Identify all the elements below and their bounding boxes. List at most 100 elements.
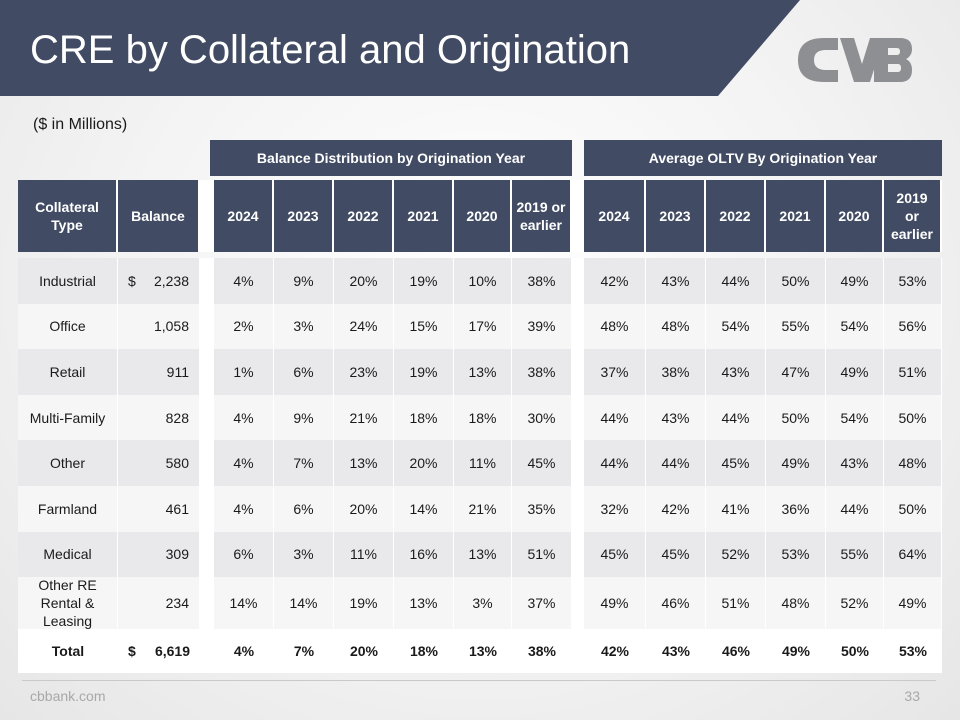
- oltv-cell: 48%: [584, 303, 646, 350]
- column-header-oltv-year: 2024: [584, 180, 646, 252]
- currency-symbol: $: [128, 272, 136, 289]
- balance-value: 234: [165, 595, 189, 612]
- distribution-cell: 7%: [274, 629, 334, 674]
- balance-value: 580: [165, 455, 189, 472]
- distribution-cell: 9%: [274, 394, 334, 441]
- page-number: 33: [904, 688, 920, 704]
- column-header-oltv-year: 2023: [646, 180, 706, 252]
- column-header-balance: Balance: [118, 180, 200, 252]
- distribution-cell: 14%: [394, 486, 454, 532]
- oltv-cell: 53%: [884, 258, 942, 304]
- oltv-cell: 37%: [584, 349, 646, 395]
- oltv-cell: 42%: [584, 629, 646, 674]
- column-gap: [200, 303, 214, 350]
- cvb-logo: [798, 38, 912, 82]
- oltv-cell: 50%: [766, 394, 826, 441]
- title-banner: [0, 0, 800, 96]
- oltv-cell: 49%: [584, 577, 646, 630]
- distribution-cell: 13%: [454, 349, 512, 395]
- distribution-cell: 4%: [214, 440, 274, 486]
- column-header-dist-year: 2023: [274, 180, 334, 252]
- oltv-cell: 52%: [826, 577, 884, 630]
- oltv-cell: 50%: [826, 629, 884, 674]
- distribution-cell: 20%: [334, 486, 394, 532]
- cre-table: Collateral Type Balance 2024 2023 2022 2021 20…: [18, 180, 942, 674]
- distribution-cell: 24%: [334, 303, 394, 350]
- oltv-cell: 45%: [584, 531, 646, 578]
- balance-value: 1,058: [153, 318, 189, 335]
- column-gap: [572, 486, 584, 532]
- distribution-cell: 38%: [512, 349, 572, 395]
- balance-cell: 234: [118, 577, 200, 630]
- column-header-dist-year: 2024: [214, 180, 274, 252]
- oltv-cell: 44%: [584, 394, 646, 441]
- oltv-cell: 42%: [584, 258, 646, 304]
- distribution-cell: 6%: [274, 486, 334, 532]
- oltv-cell: 44%: [646, 440, 706, 486]
- distribution-cell: 15%: [394, 303, 454, 350]
- distribution-cell: 18%: [394, 394, 454, 441]
- balance-cell: $6,619: [118, 629, 200, 674]
- column-header-dist-year: 2019 or earlier: [512, 180, 572, 252]
- distribution-cell: 3%: [274, 531, 334, 578]
- oltv-cell: 64%: [884, 531, 942, 578]
- distribution-cell: 20%: [394, 440, 454, 486]
- oltv-cell: 54%: [826, 394, 884, 441]
- column-gap: [200, 349, 214, 395]
- collateral-type-cell: Medical: [18, 531, 118, 578]
- column-gap: [200, 629, 214, 674]
- distribution-cell: 21%: [454, 486, 512, 532]
- distribution-cell: 18%: [394, 629, 454, 674]
- table-row: Other RE Rental & Leasing 234 14% 14% 19% 13%…: [18, 577, 942, 630]
- table-row: Other 580 4% 7% 13% 20% 11% 45% 44% 44% 45% 49% 43% 4…: [18, 440, 942, 486]
- oltv-cell: 53%: [884, 629, 942, 674]
- oltv-cell: 55%: [766, 303, 826, 350]
- distribution-cell: 4%: [214, 258, 274, 304]
- oltv-cell: 49%: [826, 258, 884, 304]
- oltv-cell: 53%: [766, 531, 826, 578]
- oltv-cell: 43%: [646, 394, 706, 441]
- oltv-cell: 49%: [884, 577, 942, 630]
- distribution-cell: 16%: [394, 531, 454, 578]
- column-gap: [200, 440, 214, 486]
- distribution-cell: 23%: [334, 349, 394, 395]
- oltv-cell: 56%: [884, 303, 942, 350]
- oltv-cell: 50%: [766, 258, 826, 304]
- balance-value: 6,619: [154, 643, 190, 660]
- distribution-cell: 4%: [214, 629, 274, 674]
- oltv-cell: 49%: [826, 349, 884, 395]
- column-gap: [572, 577, 584, 630]
- oltv-cell: 49%: [766, 440, 826, 486]
- distribution-cell: 7%: [274, 440, 334, 486]
- distribution-cell: 19%: [394, 349, 454, 395]
- balance-cell: 911: [118, 349, 200, 395]
- column-gap: [200, 394, 214, 441]
- balance-value: 2,238: [153, 272, 189, 289]
- distribution-cell: 2%: [214, 303, 274, 350]
- distribution-cell: 11%: [334, 531, 394, 578]
- balance-cell: 309: [118, 531, 200, 578]
- distribution-cell: 39%: [512, 303, 572, 350]
- distribution-cell: 6%: [214, 531, 274, 578]
- distribution-cell: 20%: [334, 258, 394, 304]
- distribution-cell: 19%: [394, 258, 454, 304]
- distribution-cell: 38%: [512, 629, 572, 674]
- distribution-cell: 18%: [454, 394, 512, 441]
- oltv-cell: 48%: [766, 577, 826, 630]
- oltv-cell: 44%: [706, 258, 766, 304]
- oltv-cell: 46%: [706, 629, 766, 674]
- oltv-cell: 38%: [646, 349, 706, 395]
- page-title: CRE by Collateral and Origination: [30, 28, 631, 72]
- column-header-dist-year: 2022: [334, 180, 394, 252]
- collateral-type-cell: Other RE Rental & Leasing: [18, 577, 118, 630]
- column-gap: [572, 258, 584, 304]
- column-gap: [572, 440, 584, 486]
- balance-value: 461: [165, 500, 189, 517]
- collateral-type-cell: Retail: [18, 349, 118, 395]
- distribution-cell: 4%: [214, 394, 274, 441]
- oltv-cell: 44%: [826, 486, 884, 532]
- balance-value: 911: [166, 363, 189, 380]
- oltv-cell: 50%: [884, 394, 942, 441]
- balance-distribution-header: Balance Distribution by Origination Year: [210, 140, 572, 176]
- distribution-cell: 13%: [394, 577, 454, 630]
